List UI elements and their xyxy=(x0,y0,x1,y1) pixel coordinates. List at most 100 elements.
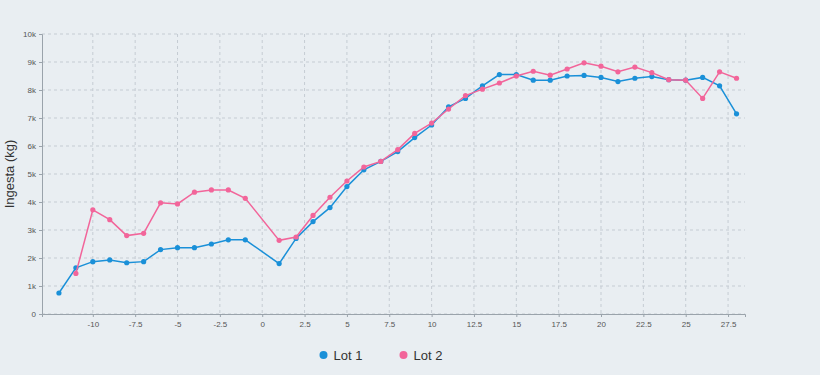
y-tick: 5k xyxy=(28,170,42,179)
y-tick-mark xyxy=(39,90,42,91)
grid-line-y xyxy=(42,286,745,287)
y-tick-mark xyxy=(39,230,42,231)
series-marker xyxy=(56,290,61,295)
y-tick: 4k xyxy=(28,198,42,207)
series-marker xyxy=(327,205,332,210)
y-axis-line xyxy=(39,35,43,315)
x-tick-mark xyxy=(262,314,263,317)
grid-line-x xyxy=(346,34,347,314)
y-tick: 8k xyxy=(28,86,42,95)
series-marker xyxy=(548,73,553,78)
series-marker xyxy=(243,237,248,242)
series-marker xyxy=(107,217,112,222)
series-marker xyxy=(327,195,332,200)
x-tick-mark xyxy=(601,314,602,317)
x-tick-label: 7.5 xyxy=(384,320,396,329)
x-tick-label: 17.5 xyxy=(551,320,567,329)
series-marker xyxy=(565,73,570,78)
x-tick: 5 xyxy=(345,314,350,329)
x-tick-label: -10 xyxy=(88,320,100,329)
series-marker xyxy=(412,131,417,136)
series-marker xyxy=(277,238,282,243)
series-marker xyxy=(446,106,451,111)
series-marker xyxy=(209,241,214,246)
x-tick: 20 xyxy=(597,314,606,329)
legend-swatch xyxy=(400,351,408,359)
x-tick: -2.5 xyxy=(213,314,227,329)
x-tick: 0 xyxy=(260,314,265,329)
series-marker xyxy=(734,76,739,81)
x-tick-mark xyxy=(135,314,136,317)
series-marker xyxy=(378,159,383,164)
series-marker xyxy=(480,87,485,92)
grid-line-y xyxy=(42,174,745,175)
y-tick: 2k xyxy=(28,254,42,263)
y-tick-label: 10k xyxy=(23,30,37,39)
x-tick-mark xyxy=(643,314,644,317)
series-marker xyxy=(141,231,146,236)
x-tick: 25 xyxy=(682,314,691,329)
series-marker xyxy=(666,77,671,82)
series-marker xyxy=(717,83,722,88)
x-tick-label: -2.5 xyxy=(213,320,227,329)
x-axis-line xyxy=(43,315,746,318)
series-marker xyxy=(531,78,536,83)
y-tick: 9k xyxy=(28,58,42,67)
series-marker xyxy=(90,259,95,264)
series-marker xyxy=(700,96,705,101)
series-marker xyxy=(344,184,349,189)
grid-line-y xyxy=(42,62,745,63)
x-tick: 17.5 xyxy=(551,314,567,329)
y-tick-label: 0 xyxy=(32,310,37,319)
series-marker xyxy=(649,70,654,75)
series-marker xyxy=(158,200,163,205)
series-line xyxy=(59,75,737,293)
grid-line-y xyxy=(42,90,745,91)
grid-line-x xyxy=(304,34,305,314)
x-tick-mark xyxy=(178,314,179,317)
series-marker xyxy=(175,245,180,250)
x-tick: 7.5 xyxy=(384,314,396,329)
y-tick-label: 9k xyxy=(28,58,37,67)
x-tick: -5 xyxy=(174,314,182,329)
x-tick: -10 xyxy=(88,314,100,329)
series-marker xyxy=(683,78,688,83)
y-tick-mark xyxy=(39,314,42,315)
grid-line-x xyxy=(177,34,178,314)
x-tick: -7.5 xyxy=(129,314,143,329)
y-tick-mark xyxy=(39,174,42,175)
y-tick-label: 5k xyxy=(28,170,37,179)
y-tick-label: 4k xyxy=(28,198,37,207)
series-marker xyxy=(361,164,366,169)
grid-line-y xyxy=(42,34,745,35)
y-tick-mark xyxy=(39,258,42,259)
series-marker xyxy=(277,261,282,266)
series-marker xyxy=(175,201,180,206)
grid-line-x xyxy=(219,34,220,314)
legend: Lot 1Lot 2 xyxy=(320,348,443,363)
x-tick-mark xyxy=(559,314,560,317)
y-tick: 6k xyxy=(28,142,42,151)
x-tick-label: 15 xyxy=(512,320,521,329)
series-marker xyxy=(90,207,95,212)
series-marker xyxy=(615,69,620,74)
series-marker xyxy=(598,75,603,80)
series-marker xyxy=(158,247,163,252)
y-tick: 1k xyxy=(28,282,42,291)
y-tick-mark xyxy=(39,202,42,203)
y-tick-mark xyxy=(39,118,42,119)
series-marker xyxy=(598,64,603,69)
x-tick-label: 20 xyxy=(597,320,606,329)
series-marker xyxy=(734,111,739,116)
series-marker xyxy=(209,187,214,192)
x-tick-mark xyxy=(474,314,475,317)
series-marker xyxy=(73,271,78,276)
x-tick: 2.5 xyxy=(300,314,312,329)
x-tick-mark xyxy=(389,314,390,317)
x-tick-mark xyxy=(686,314,687,317)
y-tick-mark xyxy=(39,286,42,287)
grid-line-x xyxy=(431,34,432,314)
x-axis: -10-7.5-5-2.502.557.51012.51517.52022.52… xyxy=(43,314,746,329)
x-tick-mark xyxy=(728,314,729,317)
x-tick: 27.5 xyxy=(721,314,737,329)
